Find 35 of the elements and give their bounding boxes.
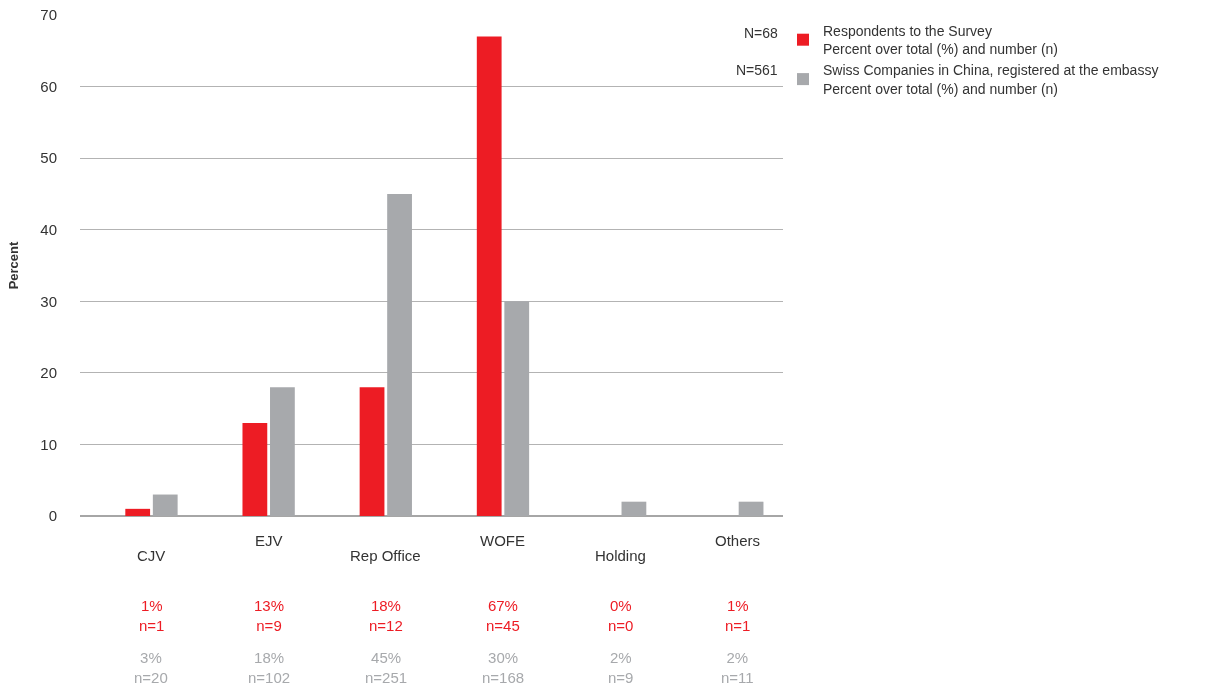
bar: [125, 508, 151, 516]
x-tick-label: CJV: [137, 547, 166, 564]
y-tick-label: 10: [40, 435, 57, 453]
data-label: 18% n=102: [248, 649, 291, 683]
data-label: 1% n=1: [139, 597, 165, 634]
data-label: 3% n=20: [134, 649, 168, 683]
data-label: 18% n=12: [369, 597, 403, 634]
data-label: 45% n=251: [365, 649, 408, 683]
x-tick-label: WOFE: [480, 532, 525, 549]
data-label: 0% n=0: [608, 597, 634, 634]
y-tick-label: 0: [48, 507, 57, 525]
data-label: 2% n=9: [608, 649, 634, 683]
bar: [359, 387, 385, 516]
bar: [242, 422, 268, 516]
data-label: 30% n=168: [482, 649, 525, 683]
legend-label: Swiss Companies in China, registered at the embassy Percent over total (%) and number (n): [823, 62, 1159, 97]
y-tick-label: 40: [40, 220, 57, 238]
data-label: 2% n=11: [721, 649, 754, 683]
y-tick-label: 30: [40, 292, 57, 310]
y-tick-label: 20: [40, 364, 57, 382]
y-tick-label: 60: [40, 77, 57, 95]
bar: [476, 36, 502, 516]
data-label: 67% n=45: [486, 597, 520, 634]
text: 1% n=1: [725, 597, 751, 634]
x-tick-label: EJV: [255, 532, 283, 549]
y-tick-label: 70: [40, 6, 57, 24]
data-label: 13% n=9: [254, 597, 285, 634]
annotation: N=561: [736, 62, 778, 78]
annotation: N=68: [744, 25, 779, 41]
x-tick-label: Rep Office: [350, 547, 421, 564]
x-tick-label: Holding: [595, 547, 646, 564]
y-axis-title: Percent: [6, 240, 22, 290]
y-tick-label: 50: [40, 149, 57, 167]
legend-label: Respondents to the Survey Percent over total (%) and number (n): [823, 23, 1058, 58]
x-tick-label: Others: [715, 532, 761, 549]
